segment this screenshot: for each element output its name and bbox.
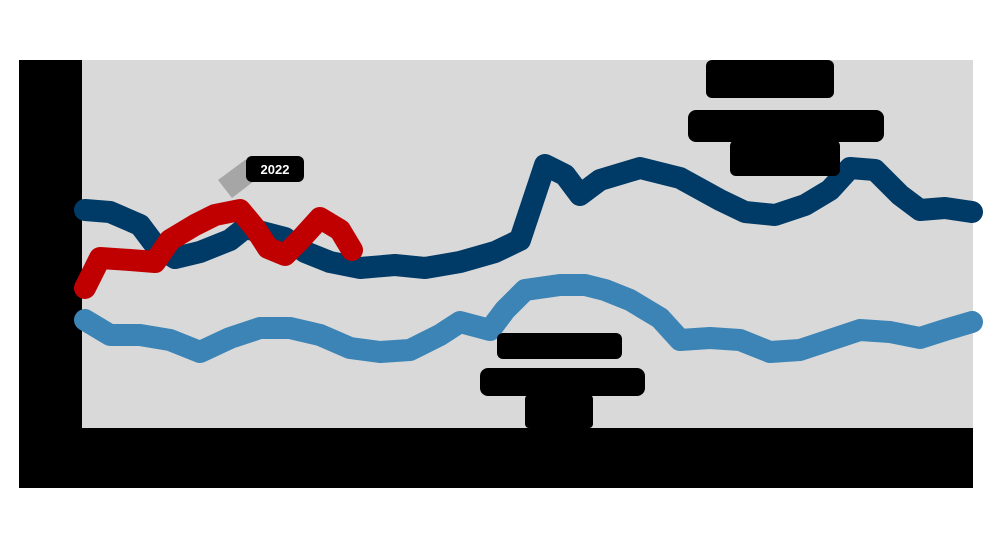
- dark-series-line: [74, 154, 983, 279]
- callout-2022: 2022: [218, 156, 304, 198]
- red-series-line: [74, 199, 363, 299]
- series-layer: [74, 154, 983, 363]
- annotation-box-top-right: [688, 60, 884, 176]
- light-series-line: [74, 274, 983, 363]
- callout-label: 2022: [261, 162, 290, 177]
- annotation-box-bottom: [480, 333, 645, 428]
